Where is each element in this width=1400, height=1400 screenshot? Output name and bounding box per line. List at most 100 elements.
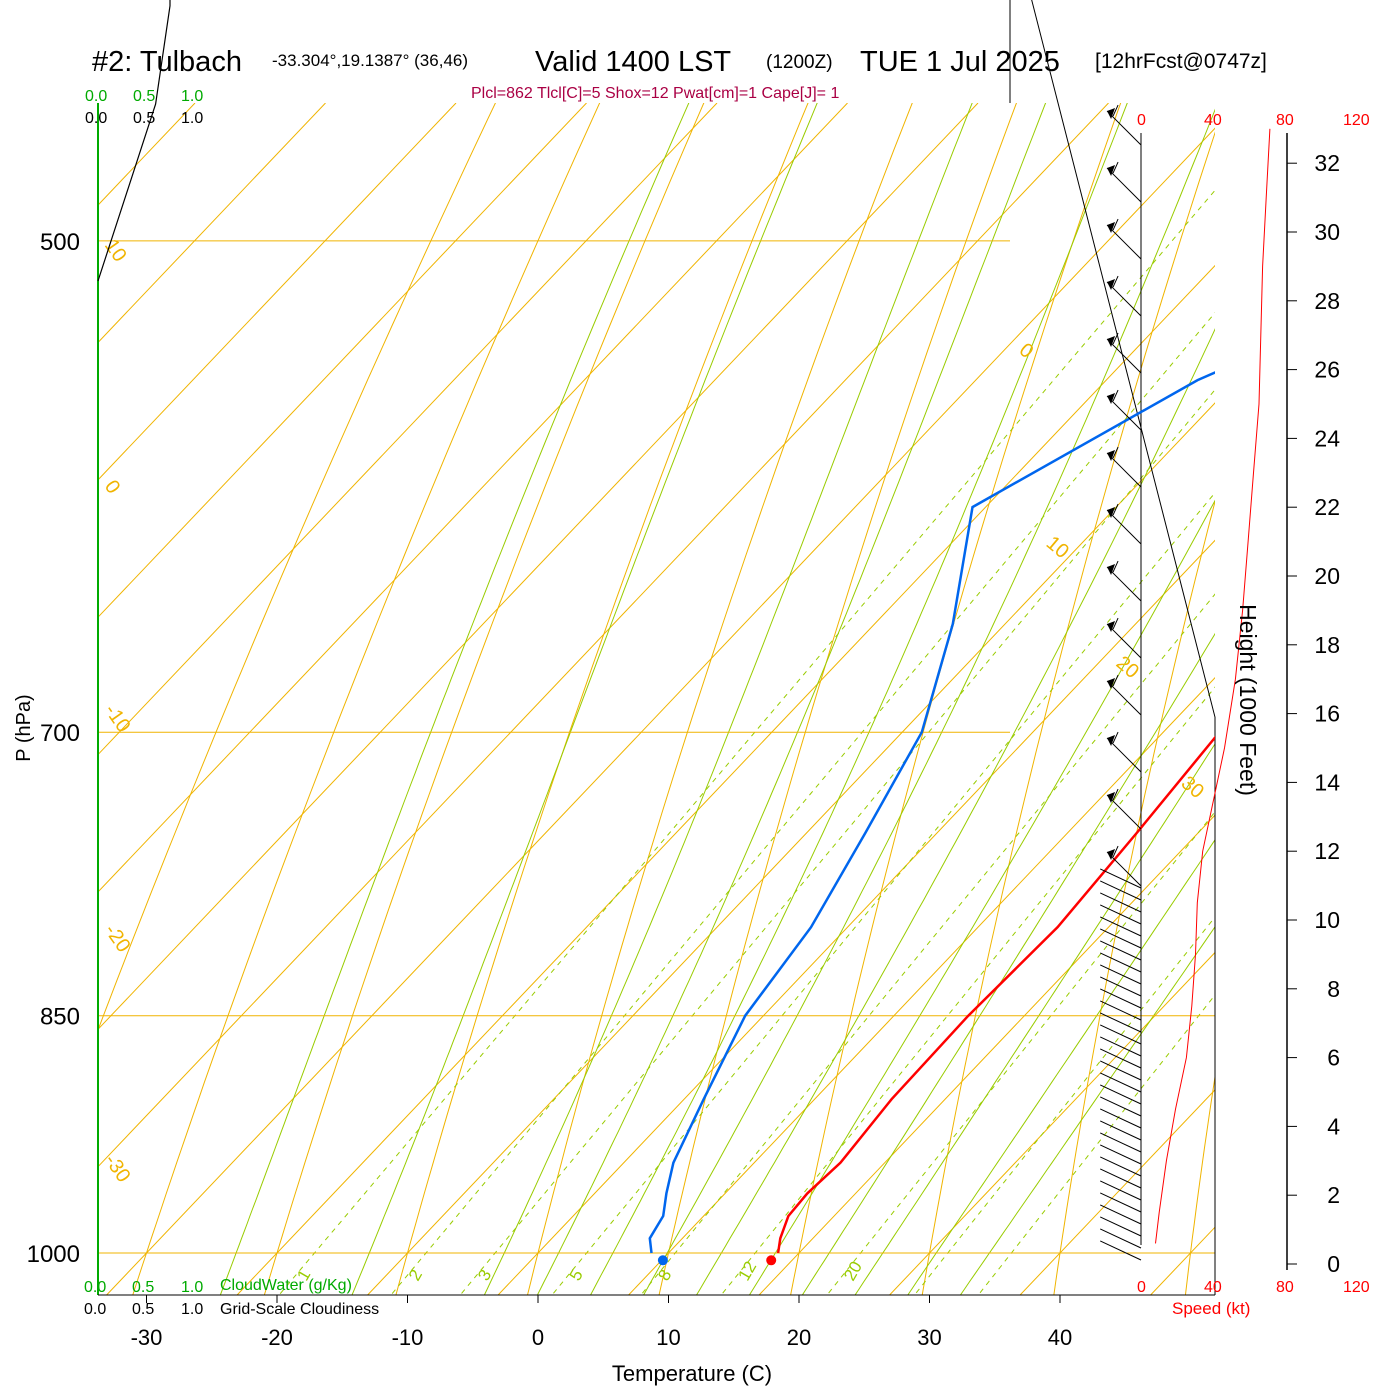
moist-adiabat-line bbox=[748, 499, 1215, 1295]
x-tick-label: 30 bbox=[917, 1325, 941, 1350]
isotherm-label: -20 bbox=[100, 920, 135, 956]
dry-adiabat-line bbox=[658, 103, 1017, 1295]
wind-barb-feather bbox=[1112, 788, 1119, 801]
pressure-tick-label: 700 bbox=[40, 720, 80, 747]
height-axis-title: Height (1000 Feet) bbox=[1235, 604, 1261, 796]
dry-adiabat-line bbox=[395, 103, 809, 1295]
wind-barb-staff bbox=[1106, 167, 1142, 203]
speed-bottom-tick-3: 120 bbox=[1343, 1279, 1370, 1296]
mixing-ratio-label: 12 bbox=[734, 1258, 760, 1284]
mixing-ratio-label: 2 bbox=[405, 1266, 426, 1284]
wind-barb bbox=[1100, 1096, 1142, 1117]
wind-barb-staff bbox=[1100, 880, 1142, 901]
wind-barb-staff bbox=[1106, 281, 1142, 317]
wind-barb-pennant bbox=[1107, 678, 1116, 690]
wind-barb-feather bbox=[1112, 275, 1119, 288]
wind-barb-staff bbox=[1100, 1036, 1142, 1057]
wind-barb bbox=[1106, 503, 1142, 545]
wind-barb-pennant bbox=[1107, 621, 1116, 633]
height-tick-label: 26 bbox=[1314, 357, 1340, 383]
wind-barb-pennant bbox=[1107, 336, 1116, 348]
cloudwater-bottom-tick-1: 0.5 bbox=[132, 1279, 154, 1296]
wind-barb bbox=[1100, 1108, 1142, 1129]
pressure-tick-label: 500 bbox=[40, 229, 80, 256]
cloudwater-bottom-tick-2: 1.0 bbox=[181, 1279, 203, 1296]
mixing-ratio-line bbox=[459, 389, 1215, 1295]
wind-barb-staff bbox=[1100, 1228, 1142, 1249]
height-tick-label: 24 bbox=[1314, 425, 1340, 451]
isotherm-line bbox=[98, 103, 457, 481]
wind-barb bbox=[1106, 731, 1142, 773]
cloudwater-bottom-tick-0: 0.0 bbox=[84, 1279, 106, 1296]
wind-barb bbox=[1100, 1036, 1142, 1057]
isotherm-line bbox=[98, 103, 1109, 1168]
wind-barb-pennant bbox=[1107, 792, 1116, 804]
x-tick-label: 0 bbox=[532, 1325, 544, 1350]
dry-adiabat-line bbox=[790, 103, 1122, 1295]
wind-barb bbox=[1100, 1012, 1142, 1033]
wind-barb-staff bbox=[1106, 623, 1142, 659]
moist-adiabat-line bbox=[854, 743, 1215, 1295]
speed-top-tick-2: 80 bbox=[1276, 112, 1294, 129]
wind-barb-staff bbox=[1100, 1120, 1142, 1141]
wind-barb-staff bbox=[1100, 868, 1142, 889]
wind-barb bbox=[1106, 560, 1142, 602]
speed-top-tick-3: 120 bbox=[1343, 112, 1370, 129]
wind-barb-staff bbox=[1106, 794, 1142, 830]
wind-barb-feather bbox=[1112, 731, 1119, 744]
wind-barb-staff bbox=[1100, 892, 1142, 913]
wind-barb bbox=[1106, 104, 1142, 146]
wind-barb-feather bbox=[1112, 332, 1119, 345]
wind-barb-staff bbox=[1100, 1240, 1142, 1261]
isotherm-line bbox=[106, 127, 1215, 1295]
isotherm-line bbox=[1281, 103, 1400, 1295]
wind-barb bbox=[1106, 332, 1142, 374]
wind-barb-staff bbox=[1100, 1144, 1142, 1165]
wind-barb-staff bbox=[1106, 851, 1142, 887]
wind-barb bbox=[1100, 1192, 1142, 1213]
wind-barb-pennant bbox=[1107, 108, 1116, 120]
isotherm-line bbox=[889, 951, 1215, 1295]
wind-barb bbox=[1106, 788, 1142, 830]
wind-barb-pennant bbox=[1107, 735, 1116, 747]
height-tick-label: 14 bbox=[1314, 769, 1340, 795]
right-boundary-line bbox=[1009, 0, 1216, 1295]
wind-barb bbox=[1106, 446, 1142, 488]
dry-adiabat-line bbox=[132, 103, 601, 1295]
pressure-tick-label: 850 bbox=[40, 1004, 80, 1031]
wind-barb-staff bbox=[1100, 1000, 1142, 1021]
wind-barb-staff bbox=[1100, 1096, 1142, 1117]
height-tick-label: 28 bbox=[1314, 288, 1340, 314]
wind-barb-staff bbox=[1100, 1072, 1142, 1093]
temperature-profile-line bbox=[776, 735, 1215, 1254]
wind-barb-staff bbox=[1100, 1084, 1142, 1105]
wind-barb bbox=[1100, 1144, 1142, 1165]
mixing-ratio-line bbox=[977, 994, 1215, 1295]
dry-adiabat-line bbox=[526, 103, 913, 1295]
isotherm-line bbox=[98, 103, 979, 1031]
isotherm-line bbox=[1019, 1089, 1215, 1295]
mixing-ratio-label: 20 bbox=[840, 1258, 866, 1284]
wind-barb-staff bbox=[1100, 1132, 1142, 1153]
wind-barb-staff bbox=[1106, 452, 1142, 488]
wind-barb-staff bbox=[1100, 928, 1142, 949]
wind-barb-staff bbox=[1100, 1048, 1142, 1069]
wind-barb-feather bbox=[1112, 503, 1119, 516]
moist-adiabat-line bbox=[959, 926, 1215, 1295]
height-tick-label: 18 bbox=[1314, 632, 1340, 658]
isotherm-line bbox=[236, 264, 1215, 1295]
zulu-time: (1200Z) bbox=[766, 52, 833, 73]
wind-barb bbox=[1100, 1000, 1142, 1021]
dry-adiabat-line bbox=[1053, 499, 1215, 1295]
pressure-tick-label: 1000 bbox=[27, 1241, 80, 1268]
wind-barb bbox=[1100, 1048, 1142, 1069]
wind-barb-pennant bbox=[1107, 279, 1116, 291]
isotherm-line bbox=[628, 677, 1215, 1295]
wind-barb-staff bbox=[1100, 1180, 1142, 1201]
wind-barb bbox=[1106, 275, 1142, 317]
wind-barb bbox=[1100, 940, 1142, 961]
height-tick-label: 6 bbox=[1327, 1045, 1340, 1071]
wind-barb-feather bbox=[1112, 161, 1119, 174]
wind-barb-pennant bbox=[1107, 165, 1116, 177]
